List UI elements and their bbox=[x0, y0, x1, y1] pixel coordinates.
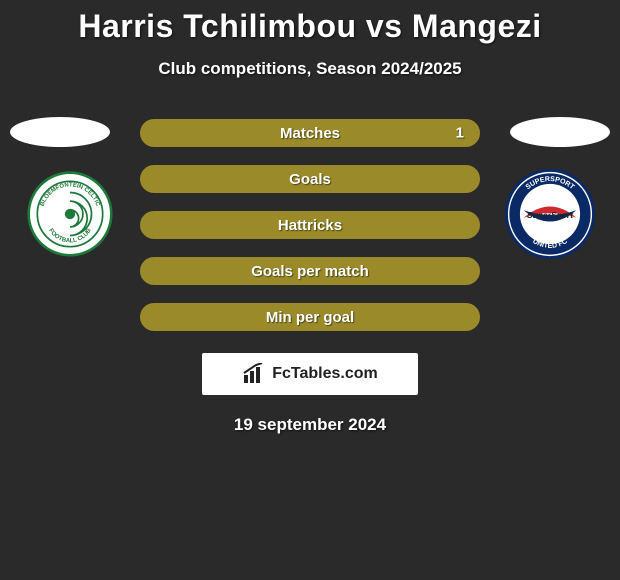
stat-label: Goals per match bbox=[251, 263, 369, 280]
player-marker-left bbox=[10, 117, 110, 147]
page-subtitle: Club competitions, Season 2024/2025 bbox=[0, 59, 620, 79]
chart-icon bbox=[242, 363, 266, 385]
stat-row-goals: Goals bbox=[140, 165, 480, 193]
stat-label: Goals bbox=[289, 171, 331, 188]
brand-text: FcTables.com bbox=[272, 365, 378, 383]
brand-badge[interactable]: FcTables.com bbox=[202, 353, 418, 395]
stat-rows: Matches 1 Goals Hattricks Goals per matc… bbox=[140, 119, 480, 331]
stat-value-right: 1 bbox=[456, 125, 464, 142]
stat-row-hattricks: Hattricks bbox=[140, 211, 480, 239]
club-badge-left: BLOEMFONTEIN CELTIC FOOTBALL CLUB bbox=[20, 171, 120, 257]
club-badge-right: SuperSport SUPERSPORT UNITED FC bbox=[500, 171, 600, 257]
player-marker-right bbox=[510, 117, 610, 147]
comparison-card: Harris Tchilimbou vs Mangezi Club compet… bbox=[0, 0, 620, 435]
stat-row-matches: Matches 1 bbox=[140, 119, 480, 147]
stat-row-goals-per-match: Goals per match bbox=[140, 257, 480, 285]
supersport-united-icon: SuperSport SUPERSPORT UNITED FC bbox=[503, 167, 597, 261]
page-title: Harris Tchilimbou vs Mangezi bbox=[0, 8, 620, 45]
stat-label: Hattricks bbox=[278, 217, 342, 234]
date-text: 19 september 2024 bbox=[0, 415, 620, 435]
stat-label: Matches bbox=[280, 125, 340, 142]
stat-row-min-per-goal: Min per goal bbox=[140, 303, 480, 331]
stat-label: Min per goal bbox=[266, 309, 354, 326]
stats-block: BLOEMFONTEIN CELTIC FOOTBALL CLUB SuperS… bbox=[0, 119, 620, 331]
bloemfontein-celtic-icon: BLOEMFONTEIN CELTIC FOOTBALL CLUB bbox=[27, 171, 113, 257]
svg-text:SuperSport: SuperSport bbox=[527, 210, 574, 220]
